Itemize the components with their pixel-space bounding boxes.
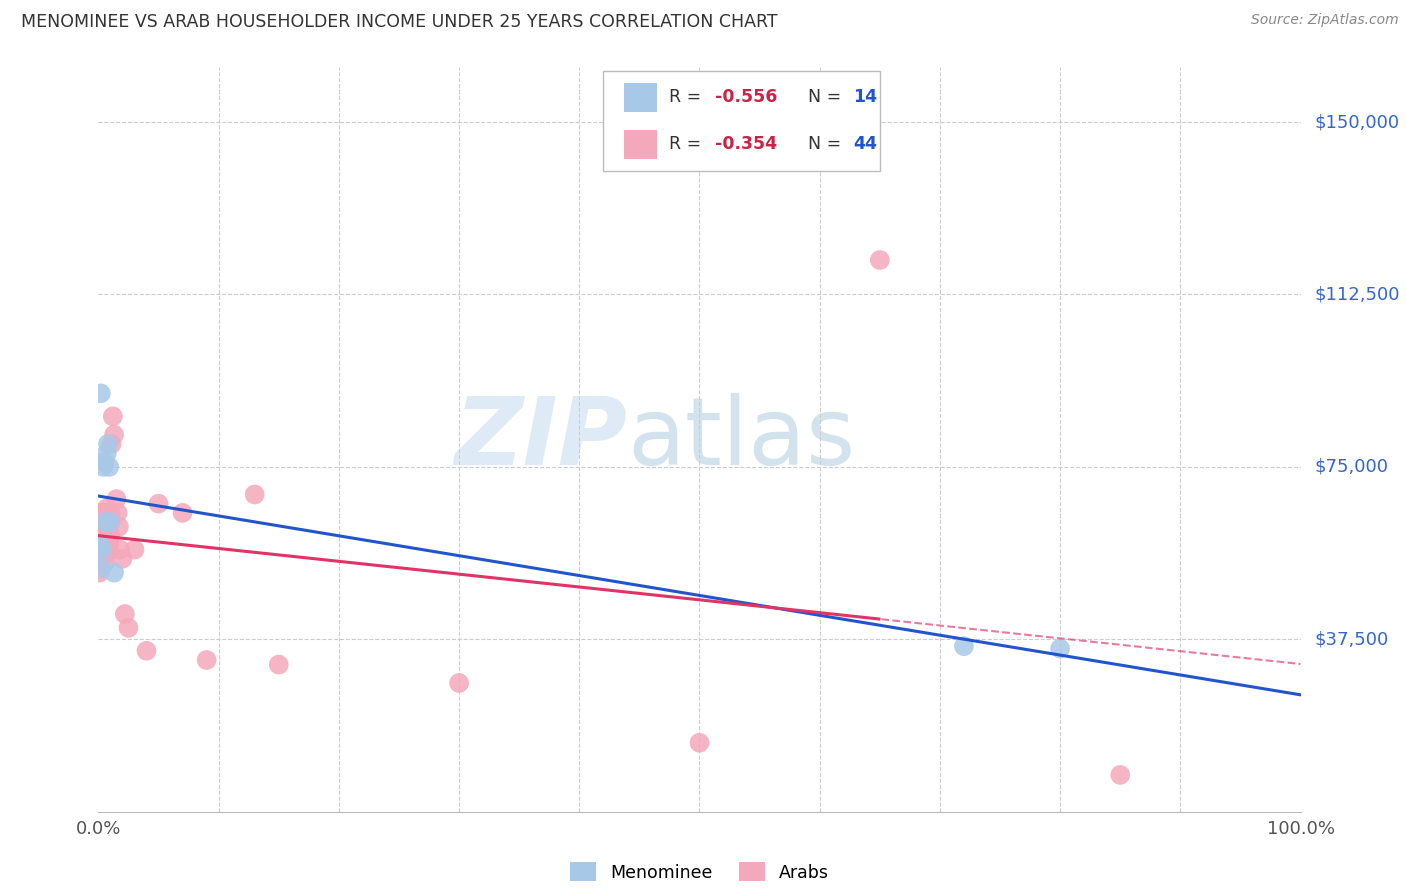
Point <box>148 497 170 511</box>
Point <box>91 542 114 557</box>
Point <box>91 506 114 520</box>
Point <box>869 252 891 267</box>
Point <box>100 515 122 529</box>
Text: R =: R = <box>669 88 707 106</box>
Point <box>98 519 121 533</box>
Point <box>114 607 136 621</box>
Text: -0.556: -0.556 <box>716 88 778 106</box>
Point <box>89 552 111 566</box>
Point <box>96 542 118 557</box>
Point <box>124 542 146 557</box>
Point <box>101 409 124 424</box>
Point <box>243 487 266 501</box>
Point <box>90 561 112 575</box>
Text: MENOMINEE VS ARAB HOUSEHOLDER INCOME UNDER 25 YEARS CORRELATION CHART: MENOMINEE VS ARAB HOUSEHOLDER INCOME UND… <box>21 13 778 31</box>
Point <box>98 538 121 552</box>
Point <box>93 455 115 469</box>
Text: N =: N = <box>807 88 846 106</box>
Point <box>89 519 111 533</box>
Text: Source: ZipAtlas.com: Source: ZipAtlas.com <box>1251 13 1399 28</box>
Text: ZIP: ZIP <box>454 393 627 485</box>
Point <box>89 538 111 552</box>
Text: -0.354: -0.354 <box>716 136 778 153</box>
Text: atlas: atlas <box>627 393 856 485</box>
FancyBboxPatch shape <box>603 70 880 171</box>
Point <box>96 519 118 533</box>
Point <box>447 676 470 690</box>
Point <box>688 736 710 750</box>
Point <box>97 529 120 543</box>
Point <box>1049 641 1071 656</box>
Point <box>97 437 120 451</box>
Point <box>93 519 115 533</box>
Point <box>90 533 112 548</box>
Point <box>135 644 157 658</box>
Text: 44: 44 <box>853 136 877 153</box>
Point <box>1109 768 1132 782</box>
Point <box>91 506 114 520</box>
Text: 14: 14 <box>853 88 877 106</box>
Text: R =: R = <box>669 136 707 153</box>
Point <box>117 621 139 635</box>
Text: N =: N = <box>807 136 846 153</box>
Point <box>91 529 114 543</box>
Point <box>96 446 118 460</box>
Point <box>108 519 131 533</box>
Point <box>89 566 111 580</box>
Point <box>96 501 118 516</box>
Point <box>94 515 117 529</box>
Point <box>111 552 134 566</box>
Point <box>267 657 290 672</box>
Point <box>90 506 112 520</box>
Point <box>91 459 114 474</box>
Text: $150,000: $150,000 <box>1315 113 1399 131</box>
Point <box>93 557 115 571</box>
Point <box>107 506 129 520</box>
Point <box>91 529 114 543</box>
Point <box>90 386 112 401</box>
Point <box>100 437 122 451</box>
Point <box>100 529 122 543</box>
Point <box>100 506 122 520</box>
Point <box>105 492 128 507</box>
Text: $37,500: $37,500 <box>1315 631 1389 648</box>
Point <box>94 547 117 561</box>
Point <box>103 427 125 442</box>
Text: $75,000: $75,000 <box>1315 458 1389 476</box>
Point <box>97 506 120 520</box>
Point <box>93 542 115 557</box>
FancyBboxPatch shape <box>624 130 658 159</box>
Text: $112,500: $112,500 <box>1315 285 1400 303</box>
FancyBboxPatch shape <box>624 83 658 112</box>
Point <box>103 566 125 580</box>
Point <box>94 529 117 543</box>
Point <box>108 542 131 557</box>
Point <box>172 506 194 520</box>
Point <box>195 653 218 667</box>
Point <box>953 639 976 653</box>
Point <box>98 459 121 474</box>
Legend: Menominee, Arabs: Menominee, Arabs <box>564 855 835 888</box>
